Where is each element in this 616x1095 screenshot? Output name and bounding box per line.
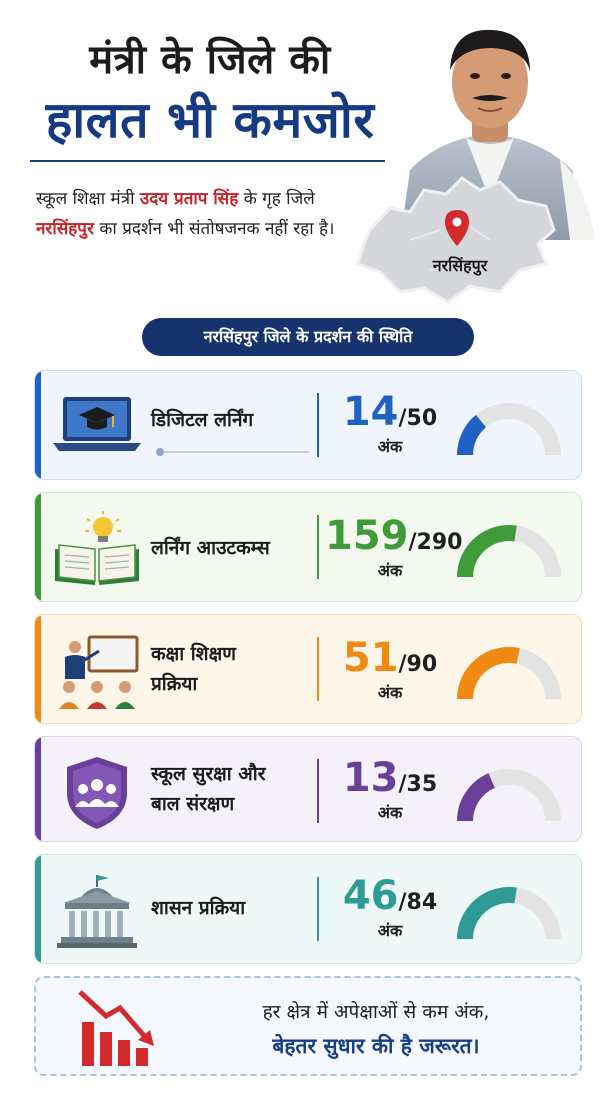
card-label-line-2: प्रक्रिया [151, 673, 198, 695]
score-value: 14 [342, 389, 399, 435]
score-max: /90 [398, 652, 438, 677]
intro-paragraph: स्कूल शिक्षा मंत्री उदय प्रताप सिंह के ग… [36, 184, 336, 244]
card-score: 51/90 अंक [325, 635, 455, 703]
card-divider [317, 877, 319, 941]
district-name: नरसिंहपुर [36, 219, 94, 239]
declining-bar-chart-icon [78, 990, 154, 1066]
score-value: 46 [342, 873, 399, 919]
score-gauge [457, 525, 561, 578]
location-pin-icon [445, 210, 469, 246]
card-accent-stripe [35, 371, 41, 479]
headline-line-2: हालत भी कमजोर [45, 91, 375, 149]
card-accent-stripe [35, 737, 41, 841]
score-unit: अंक [377, 561, 403, 580]
conclusion-line-1: हर क्षेत्र में अपेक्षाओं से कम अंक, [262, 1001, 490, 1023]
card-label-line-1: शासन प्रक्रिया [151, 897, 246, 919]
headline-line-1: मंत्री के जिले की [89, 37, 331, 83]
card-label: लर्निंग आउटकम्स [151, 533, 270, 563]
card-label-line-1: डिजिटल लर्निंग [151, 409, 254, 431]
score-max: /84 [398, 890, 438, 915]
conclusion-box: हर क्षेत्र में अपेक्षाओं से कम अंक, बेहत… [34, 976, 582, 1076]
conclusion-line-2: बेहतर सुधार की है जरूरत। [272, 1034, 480, 1058]
card-school-safety: स्कूल सुरक्षा और बाल संरक्षण 13/35 अंक [34, 736, 582, 842]
government-building-icon [57, 875, 137, 948]
card-divider [317, 637, 319, 701]
decorative-progress-line [159, 451, 309, 453]
score-unit: अंक [377, 437, 403, 456]
score-gauge [457, 769, 561, 822]
card-label-line-1: कक्षा शिक्षण [151, 643, 236, 665]
card-label: कक्षा शिक्षण प्रक्रिया [151, 639, 236, 699]
book-lightbulb-icon [55, 511, 139, 585]
card-label: स्कूल सुरक्षा और बाल संरक्षण [151, 759, 265, 819]
card-label-line-1: लर्निंग आउटकम्स [151, 537, 270, 559]
card-accent-stripe [35, 493, 41, 601]
card-score: 13/35 अंक [325, 755, 455, 823]
teacher-classroom-icon [59, 635, 139, 709]
card-governance-process: शासन प्रक्रिया 46/84 अंक [34, 854, 582, 964]
minister-name: उदय प्रताप सिंह [139, 189, 239, 209]
card-label-line-1: स्कूल सुरक्षा और [151, 763, 266, 785]
card-divider [317, 759, 319, 823]
card-divider [317, 393, 319, 457]
card-digital-learning: डिजिटल लर्निंग 14/50 अंक [34, 370, 582, 480]
card-score: 46/84 अंक [325, 873, 455, 941]
headline-divider [30, 160, 385, 162]
map-district-label: नरसिंहपुर [432, 256, 488, 275]
card-score: 159/290 अंक [325, 513, 462, 581]
card-classroom-teaching: कक्षा शिक्षण प्रक्रिया 51/90 अंक [34, 614, 582, 724]
score-max: /290 [408, 530, 463, 555]
score-max: /50 [398, 406, 438, 431]
gauge-fill [457, 887, 517, 940]
card-score: 14/50 अंक [325, 389, 455, 457]
section-title: नरसिंहपुर जिले के प्रदर्शन की स्थिति [142, 318, 474, 356]
decorative-progress-dot [156, 448, 164, 456]
card-accent-stripe [35, 615, 41, 723]
laptop-graduation-cap-icon [53, 397, 141, 451]
intro-text-2: के गृह जिले [238, 189, 315, 209]
card-learning-outcomes: लर्निंग आउटकम्स 159/290 अंक [34, 492, 582, 602]
intro-text-3: का प्रदर्शन भी संतोषजनक नहीं रहा है। [93, 219, 335, 239]
card-label: डिजिटल लर्निंग [151, 405, 253, 435]
score-unit: अंक [377, 803, 403, 822]
score-value: 159 [325, 513, 409, 559]
intro-text-1: स्कूल शिक्षा मंत्री [36, 189, 140, 209]
card-divider [317, 515, 319, 579]
score-gauge [457, 403, 561, 456]
score-value: 13 [342, 755, 399, 801]
card-label-line-2: बाल संरक्षण [151, 793, 235, 815]
gauge-fill [457, 414, 487, 456]
score-value: 51 [342, 635, 399, 681]
shield-group-icon [67, 757, 127, 829]
score-gauge [457, 647, 561, 700]
card-accent-stripe [35, 855, 41, 963]
score-gauge [457, 887, 561, 940]
score-unit: अंक [377, 683, 403, 702]
gauge-fill [457, 647, 520, 700]
score-max: /35 [398, 772, 438, 797]
madhya-pradesh-map [356, 176, 556, 304]
gauge-fill [457, 773, 496, 822]
score-unit: अंक [377, 921, 403, 940]
gauge-fill [457, 525, 517, 578]
card-label: शासन प्रक्रिया [151, 893, 245, 923]
